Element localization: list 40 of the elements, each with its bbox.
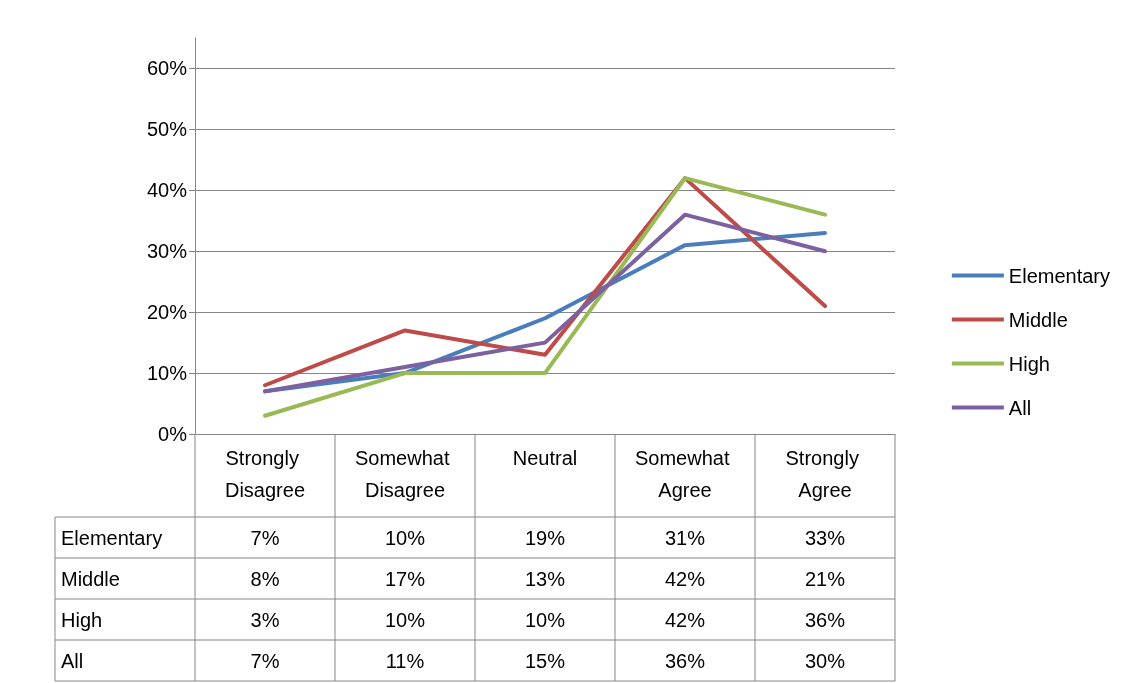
x-tick-label: Strongly Agree <box>785 447 865 501</box>
y-tick-label: 40% <box>146 179 188 202</box>
data-label: 10% <box>384 608 426 631</box>
data-label: 36% <box>664 649 706 672</box>
data-label: 8% <box>250 567 280 590</box>
text: Middle <box>61 567 120 590</box>
y-tick-label: 10% <box>146 362 188 385</box>
data-label: 31% <box>664 526 706 549</box>
x-tick-label: Somewhat Agree <box>634 447 736 501</box>
x-tick-label: Somewhat Disagree <box>354 447 456 501</box>
y-tick-label: 30% <box>146 240 188 263</box>
data-label: 19% <box>524 526 566 549</box>
data-label: 15% <box>524 649 566 672</box>
y-tick-label: 50% <box>146 118 188 141</box>
x-tick-label: Strongly Disagree <box>224 447 306 501</box>
x-tick-label: Neutral <box>512 447 578 469</box>
legend-label: All <box>1008 396 1032 419</box>
y-tick-label: 60% <box>146 57 188 80</box>
data-label: 11% <box>385 649 425 672</box>
data-label: 7% <box>250 526 280 549</box>
data-label: 21% <box>804 567 846 590</box>
data-label: 42% <box>664 608 706 631</box>
data-label: 42% <box>664 567 706 590</box>
data-label: 3% <box>250 608 280 631</box>
data-label: 10% <box>524 608 566 631</box>
text: All <box>61 649 84 672</box>
data-label: 17% <box>384 567 426 590</box>
y-tick-label: 0% <box>158 423 188 445</box>
y-tick-label: 20% <box>146 301 188 324</box>
data-label: 7% <box>250 649 280 672</box>
legend-label: High <box>1008 352 1050 375</box>
data-label: 36% <box>804 608 846 631</box>
legend-label: Elementary <box>1008 264 1110 287</box>
text: High <box>61 608 103 631</box>
data-label: 33% <box>804 526 846 549</box>
data-label: 13% <box>524 567 566 590</box>
text: Elementary <box>61 526 163 549</box>
data-label: 10% <box>384 526 426 549</box>
legend-label: Middle <box>1008 308 1068 331</box>
data-label: 30% <box>804 649 846 672</box>
